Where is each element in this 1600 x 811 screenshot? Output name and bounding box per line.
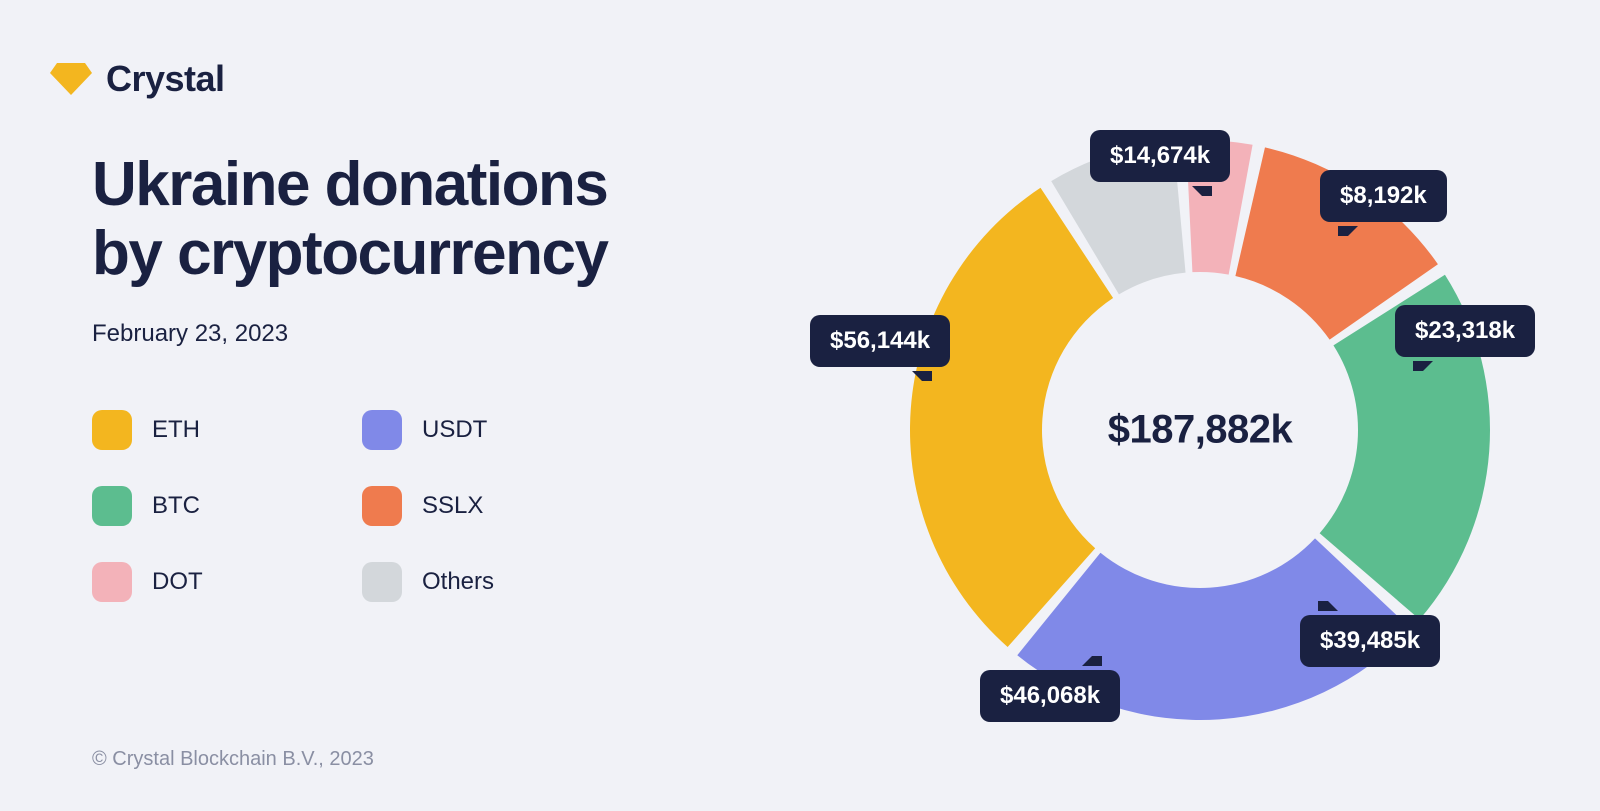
legend-item-eth: ETH bbox=[92, 410, 352, 450]
callout-usdt: $46,068k bbox=[980, 670, 1120, 722]
brand: Crystal bbox=[50, 58, 225, 100]
legend-swatch-others bbox=[362, 562, 402, 602]
legend-label-usdt: USDT bbox=[422, 416, 487, 444]
callout-sslx: $23,318k bbox=[1395, 305, 1535, 357]
callout-btc: $39,485k bbox=[1300, 615, 1440, 667]
donut-chart: $187,882k $14,674k $8,192k $23,318k $39,485… bbox=[840, 90, 1560, 770]
legend-item-usdt: USDT bbox=[362, 410, 622, 450]
callout-eth: $56,144k bbox=[810, 315, 950, 367]
legend-swatch-sslx bbox=[362, 486, 402, 526]
legend-item-dot: DOT bbox=[92, 562, 352, 602]
legend-item-others: Others bbox=[362, 562, 622, 602]
callout-dot: $8,192k bbox=[1320, 170, 1447, 222]
brand-diamond-icon bbox=[50, 59, 92, 100]
callout-others: $14,674k bbox=[1090, 130, 1230, 182]
legend-label-sslx: SSLX bbox=[422, 492, 483, 520]
chart-legend: ETH USDT BTC SSLX DOT Others bbox=[92, 410, 622, 602]
legend-label-others: Others bbox=[422, 568, 494, 596]
legend-label-btc: BTC bbox=[152, 492, 200, 520]
brand-name: Crystal bbox=[106, 58, 225, 100]
chart-center-total: $187,882k bbox=[1108, 408, 1293, 453]
title-line-1: Ukraine donations bbox=[92, 150, 607, 219]
legend-swatch-eth bbox=[92, 410, 132, 450]
legend-label-dot: DOT bbox=[152, 568, 203, 596]
legend-item-sslx: SSLX bbox=[362, 486, 622, 526]
copyright: © Crystal Blockchain B.V., 2023 bbox=[92, 748, 374, 771]
legend-label-eth: ETH bbox=[152, 416, 200, 444]
legend-swatch-btc bbox=[92, 486, 132, 526]
legend-swatch-dot bbox=[92, 562, 132, 602]
page-title: Ukraine donations by cryptocurrency bbox=[92, 150, 608, 289]
chart-date: February 23, 2023 bbox=[92, 320, 288, 348]
legend-swatch-usdt bbox=[362, 410, 402, 450]
legend-item-btc: BTC bbox=[92, 486, 352, 526]
title-line-2: by cryptocurrency bbox=[92, 219, 608, 288]
